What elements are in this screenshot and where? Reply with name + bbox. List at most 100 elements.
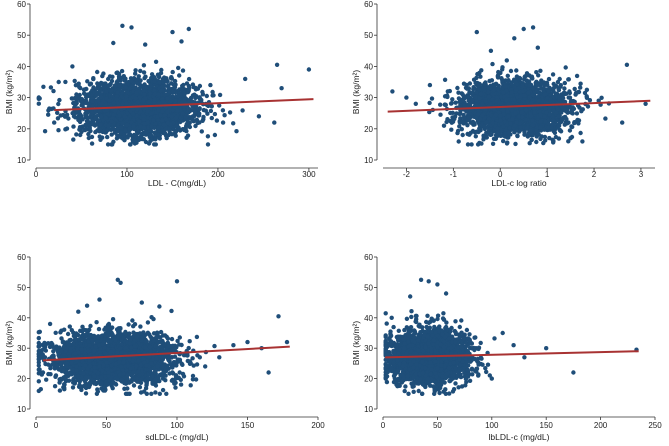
scatter-point <box>450 110 455 116</box>
scatter-point <box>141 121 147 126</box>
scatter-point <box>98 94 104 100</box>
scatter-point <box>79 129 84 135</box>
scatter-point <box>152 91 157 97</box>
scatter-point <box>146 99 151 105</box>
scatter-point <box>529 137 534 143</box>
scatter-point <box>166 83 171 88</box>
scatter-point <box>209 104 214 109</box>
scatter-point <box>184 135 189 140</box>
scatter-point <box>477 82 482 88</box>
scatter-point <box>471 121 477 126</box>
scatter-point <box>119 68 125 74</box>
scatter-point <box>90 99 95 104</box>
scatter-point <box>173 115 179 121</box>
scatter-point <box>212 111 218 117</box>
scatter-point <box>455 85 460 91</box>
scatter-point <box>105 134 110 140</box>
scatter-point <box>456 139 461 144</box>
scatter-point <box>450 97 455 102</box>
scatter-point <box>438 102 443 107</box>
scatter-point <box>73 115 78 120</box>
scatter-point <box>190 117 195 122</box>
scatter-point <box>98 127 103 133</box>
scatter-point <box>49 106 54 112</box>
scatter-point <box>134 90 139 95</box>
scatter-point <box>486 89 491 95</box>
y-axis-label: BMI (kg/m²) <box>4 70 14 115</box>
scatter-point <box>243 76 248 82</box>
scatter-point <box>469 142 474 147</box>
scatter-point <box>52 120 57 125</box>
scatter-point <box>574 73 580 79</box>
scatter-point <box>188 95 194 101</box>
scatter-point <box>104 128 110 133</box>
scatter-point <box>120 121 125 126</box>
scatter-point <box>72 78 77 84</box>
scatter-point <box>159 118 165 123</box>
scatter-point <box>111 40 116 46</box>
scatter-point <box>165 109 170 115</box>
scatter-point <box>153 130 158 135</box>
scatter-point <box>567 95 573 100</box>
scatter-point <box>101 71 106 76</box>
scatter-point <box>118 125 124 130</box>
scatter-point <box>164 133 170 138</box>
scatter-point <box>152 79 157 84</box>
scatter-point <box>193 95 198 101</box>
scatter-point <box>482 124 487 129</box>
scatter-point <box>143 42 148 47</box>
scatter-point <box>160 99 166 104</box>
scatter-point <box>156 108 161 113</box>
scatter-point <box>48 85 54 90</box>
y-tick-label: 40 <box>17 62 26 71</box>
x-tick-label: 200 <box>211 170 225 179</box>
scatter-point <box>123 127 128 133</box>
scatter-point <box>209 115 214 121</box>
scatter-point <box>195 86 201 91</box>
scatter-point <box>135 81 140 86</box>
scatter-point <box>153 137 158 142</box>
scatter-point <box>123 85 129 90</box>
scatter-point <box>123 76 128 81</box>
scatter-point <box>98 122 103 128</box>
scatter-point <box>186 76 192 82</box>
scatter-point <box>97 134 102 139</box>
scatter-point <box>51 88 56 94</box>
scatter-point <box>64 126 70 131</box>
y-tick-label: 20 <box>17 125 26 134</box>
scatter-point <box>208 82 213 88</box>
x-tick-label: 100 <box>120 170 134 179</box>
scatter-point <box>56 128 61 133</box>
scatter-point <box>142 92 147 97</box>
scatter-point <box>109 119 115 124</box>
scatter-point <box>453 100 458 105</box>
scatter-point <box>442 77 448 83</box>
scatter-point <box>429 96 435 101</box>
scatter-point <box>134 77 139 82</box>
scatter-point <box>550 72 556 77</box>
scatter-point <box>106 123 111 129</box>
scatter-point <box>447 88 452 94</box>
scatter-point <box>587 98 593 103</box>
scatter-point <box>149 72 155 77</box>
scatter-point <box>104 83 109 88</box>
scatter-point <box>579 109 584 114</box>
scatter-point <box>217 92 223 98</box>
scatter-point <box>158 70 164 76</box>
scatter-point <box>117 113 122 118</box>
scatter-point <box>538 125 543 130</box>
scatter-point <box>506 78 511 83</box>
scatter-point <box>556 114 561 119</box>
scatter-point <box>95 69 100 75</box>
scatter-point <box>141 117 147 122</box>
scatter-point <box>115 79 120 84</box>
scatter-point <box>180 111 186 116</box>
scatter-point <box>482 81 487 87</box>
scatter-point <box>184 81 190 86</box>
scatter-point <box>578 130 583 136</box>
scatter-point <box>137 95 143 100</box>
scatter-point <box>109 87 114 93</box>
scatter-point <box>41 84 46 90</box>
scatter-point <box>153 59 159 64</box>
